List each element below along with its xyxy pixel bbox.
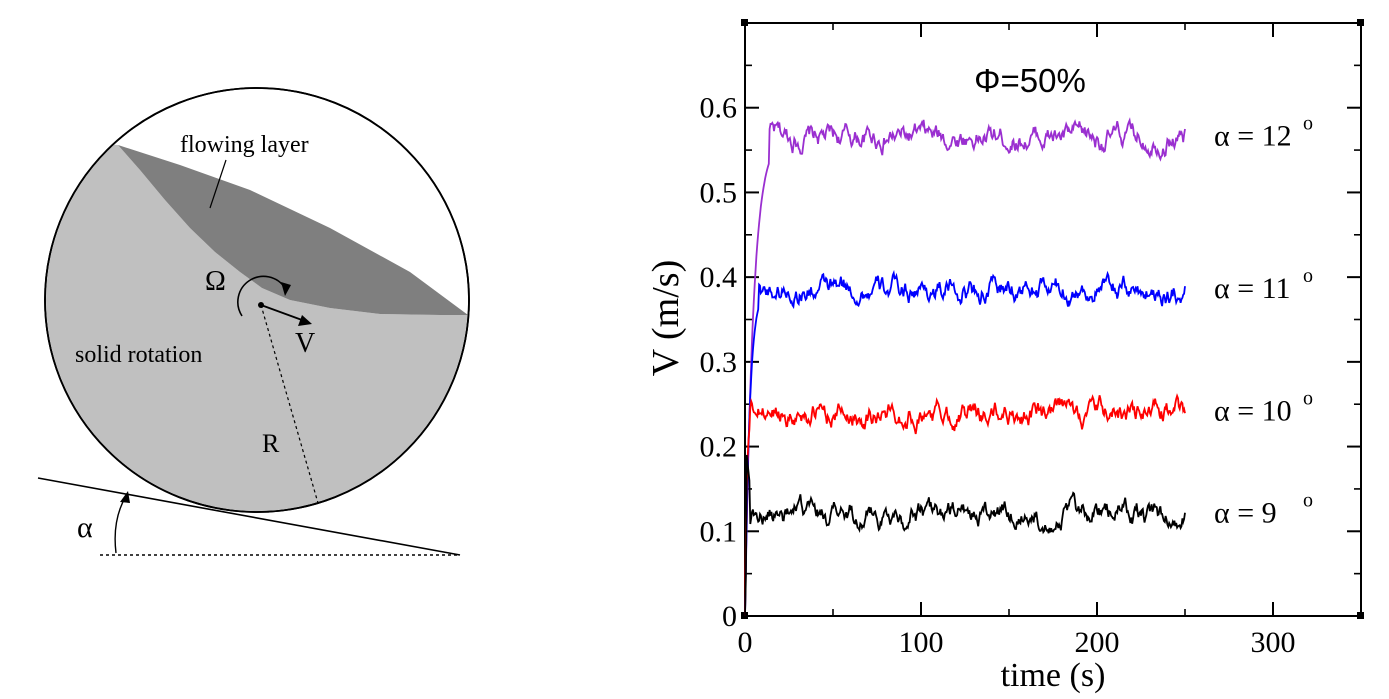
- y-tick-label: 0.3: [700, 346, 738, 379]
- series-label-3: α = 9: [1214, 496, 1277, 529]
- series-line-1: [744, 269, 1186, 617]
- series-label-degree-1: o: [1303, 265, 1313, 287]
- series-label-0: α = 12: [1214, 119, 1292, 152]
- alpha-arrowhead: [120, 491, 130, 503]
- y-tick-label: 0.4: [700, 261, 738, 294]
- incline-line: [37, 477, 461, 556]
- velocity-arrowhead: [298, 315, 312, 326]
- x-tick-label: 300: [1251, 626, 1296, 659]
- x-tick-label: 0: [738, 626, 753, 659]
- radius-label: R: [262, 429, 280, 458]
- y-tick-label: 0.2: [700, 431, 738, 464]
- omega-arrowhead: [281, 282, 291, 296]
- series-label-2: α = 10: [1214, 395, 1292, 428]
- series-label-degree-2: o: [1303, 388, 1313, 410]
- y-tick-label: 0.6: [700, 92, 738, 125]
- x-tick-label: 100: [899, 626, 944, 659]
- velocity-label: V: [295, 328, 315, 359]
- omega-arrow: [237, 275, 286, 317]
- tick-labels: 0 100 200 300 0 0.1 0.2 0.3 0.4 0.5 0.6: [700, 92, 1296, 659]
- y-axis-label: V (m/s): [645, 260, 687, 376]
- series-line-3: [744, 454, 1186, 617]
- series-label-1: α = 11: [1214, 272, 1291, 305]
- flowing-layer-pointer: [209, 159, 227, 209]
- x-tick-label: 200: [1075, 626, 1120, 659]
- series-labels: α = 12 o α = 11 o α = 10 o α = 9 o: [1214, 112, 1313, 529]
- chart-title: Φ=50%: [974, 62, 1086, 99]
- solid-region: [46, 140, 468, 511]
- flowing-layer: [118, 145, 468, 315]
- y-tick-label: 0: [722, 600, 737, 633]
- series-line-0: [744, 117, 1186, 617]
- radius-line: [260, 304, 319, 504]
- velocity-arrow: [260, 304, 303, 321]
- alpha-label: α: [77, 511, 93, 544]
- omega-label: Ω: [205, 266, 226, 297]
- flowing-layer-label: flowing layer: [180, 132, 309, 158]
- series-label-degree-0: o: [1303, 112, 1313, 134]
- drum-diagram: flowing layer Ω V solid rotation R α: [37, 87, 470, 556]
- series-label-degree-3: o: [1303, 489, 1313, 511]
- y-tick-label: 0.5: [700, 176, 738, 209]
- axis-ticks: [744, 23, 1361, 617]
- series-lines: [744, 117, 1186, 617]
- alpha-arc: [114, 495, 127, 554]
- series-line-2: [744, 393, 1186, 617]
- y-tick-label: 0.1: [700, 515, 738, 548]
- solid-rotation-label: solid rotation: [75, 342, 202, 368]
- x-axis-label: time (s): [1001, 657, 1106, 694]
